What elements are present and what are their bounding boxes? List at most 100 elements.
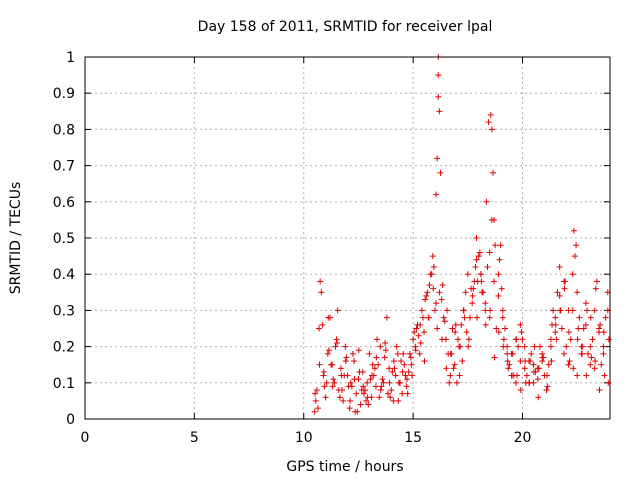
data-point [479, 289, 486, 296]
data-point [380, 379, 387, 386]
data-point [435, 93, 442, 100]
data-point [592, 358, 599, 365]
data-point [522, 358, 529, 365]
data-point [452, 329, 459, 336]
data-point [393, 343, 400, 350]
data-point [459, 358, 466, 365]
data-point [457, 343, 464, 350]
data-point [515, 343, 522, 350]
data-point [384, 390, 391, 397]
data-point [592, 285, 599, 292]
data-point [337, 365, 344, 372]
data-point [323, 379, 330, 386]
grid-layer [85, 57, 610, 419]
data-point [366, 350, 373, 357]
data-point [509, 350, 516, 357]
data-point [329, 383, 336, 390]
data-point [444, 307, 451, 314]
data-point [320, 368, 327, 375]
data-point [554, 289, 561, 296]
data-point [552, 321, 559, 328]
y-tick-label: 0.2 [53, 340, 75, 356]
data-point [395, 379, 402, 386]
data-point [497, 242, 504, 249]
data-point [462, 289, 469, 296]
chart-title: Day 158 of 2011, SRMTID for receiver lpa… [198, 19, 493, 35]
data-point [441, 318, 448, 325]
data-point [602, 314, 609, 321]
data-point [584, 307, 591, 314]
data-point [579, 343, 586, 350]
data-point [436, 289, 443, 296]
data-point [601, 372, 608, 379]
data-point [491, 354, 498, 361]
y-tick-label: 0.5 [53, 231, 75, 247]
data-point [373, 354, 380, 361]
data-point [424, 289, 431, 296]
data-point [417, 321, 424, 328]
data-point [598, 361, 605, 368]
data-point [523, 372, 530, 379]
data-point [528, 350, 535, 357]
data-point [454, 336, 461, 343]
data-point [504, 358, 511, 365]
data-point [379, 376, 386, 383]
data-point [336, 394, 343, 401]
data-point [383, 314, 390, 321]
data-point [377, 343, 384, 350]
data-point [378, 383, 385, 390]
data-point [375, 361, 382, 368]
y-tick-label: 0.3 [53, 303, 75, 319]
data-point [556, 263, 563, 270]
data-point [407, 354, 414, 361]
data-point [439, 282, 446, 289]
data-point [364, 379, 371, 386]
data-point [561, 278, 568, 285]
data-point [321, 383, 328, 390]
data-point [495, 329, 502, 336]
data-point [363, 397, 370, 404]
data-point [557, 307, 564, 314]
data-point [343, 354, 350, 361]
data-point [360, 390, 367, 397]
data-point [583, 372, 590, 379]
data-point [409, 372, 416, 379]
data-point [500, 343, 507, 350]
data-point [544, 383, 551, 390]
data-point [417, 339, 424, 346]
data-point [544, 372, 550, 379]
data-point [390, 358, 397, 365]
data-point [413, 325, 420, 332]
data-point [465, 336, 472, 343]
data-point [495, 271, 502, 278]
data-point [574, 372, 581, 379]
data-point [392, 372, 399, 379]
data-point [402, 372, 409, 379]
data-point [563, 343, 570, 350]
data-point [404, 390, 411, 397]
data-point [377, 387, 384, 394]
data-point [495, 292, 502, 299]
data-point [369, 361, 376, 368]
data-point [518, 329, 525, 336]
data-point [439, 336, 445, 343]
data-point [499, 314, 506, 321]
y-tick-label: 0.1 [53, 376, 75, 392]
data-point [588, 354, 595, 361]
y-axis-title: SRMTID / TECUs [8, 182, 24, 295]
data-point [489, 169, 496, 176]
data-point [561, 350, 568, 357]
data-point [531, 343, 538, 350]
data-point [585, 350, 592, 357]
data-point [491, 278, 498, 285]
data-point [365, 401, 372, 408]
data-point [597, 321, 604, 328]
data-point [526, 379, 533, 386]
data-point [406, 350, 413, 357]
data-point [418, 307, 425, 314]
data-point [338, 372, 345, 379]
data-point [474, 314, 480, 321]
data-point [451, 361, 458, 368]
data-point [575, 325, 582, 332]
